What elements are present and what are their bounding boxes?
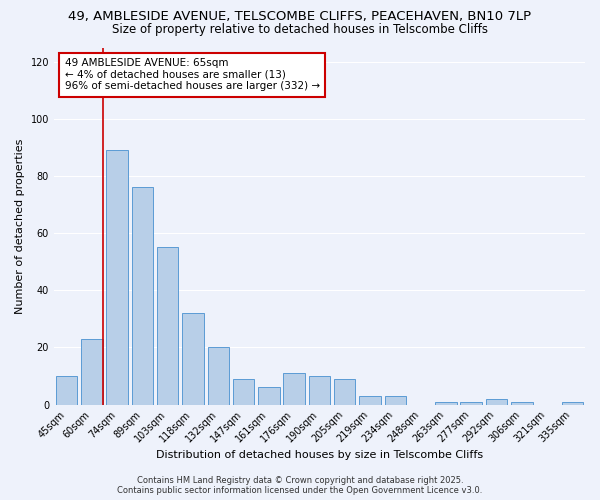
X-axis label: Distribution of detached houses by size in Telscombe Cliffs: Distribution of detached houses by size … bbox=[156, 450, 483, 460]
Bar bbox=[233, 379, 254, 404]
Bar bbox=[182, 313, 204, 404]
Bar bbox=[334, 379, 355, 404]
Bar bbox=[81, 339, 103, 404]
Bar bbox=[258, 388, 280, 404]
Bar bbox=[385, 396, 406, 404]
Bar bbox=[131, 188, 153, 404]
Bar bbox=[511, 402, 533, 404]
Bar bbox=[486, 399, 507, 404]
Bar bbox=[562, 402, 583, 404]
Bar bbox=[56, 376, 77, 404]
Bar bbox=[435, 402, 457, 404]
Bar bbox=[157, 248, 178, 404]
Bar bbox=[359, 396, 381, 404]
Bar bbox=[460, 402, 482, 404]
Bar bbox=[309, 376, 330, 404]
Text: 49, AMBLESIDE AVENUE, TELSCOMBE CLIFFS, PEACEHAVEN, BN10 7LP: 49, AMBLESIDE AVENUE, TELSCOMBE CLIFFS, … bbox=[68, 10, 532, 23]
Text: 49 AMBLESIDE AVENUE: 65sqm
← 4% of detached houses are smaller (13)
96% of semi-: 49 AMBLESIDE AVENUE: 65sqm ← 4% of detac… bbox=[65, 58, 320, 92]
Bar bbox=[208, 348, 229, 405]
Text: Size of property relative to detached houses in Telscombe Cliffs: Size of property relative to detached ho… bbox=[112, 22, 488, 36]
Y-axis label: Number of detached properties: Number of detached properties bbox=[15, 138, 25, 314]
Bar bbox=[106, 150, 128, 404]
Text: Contains HM Land Registry data © Crown copyright and database right 2025.
Contai: Contains HM Land Registry data © Crown c… bbox=[118, 476, 482, 495]
Bar bbox=[283, 373, 305, 404]
